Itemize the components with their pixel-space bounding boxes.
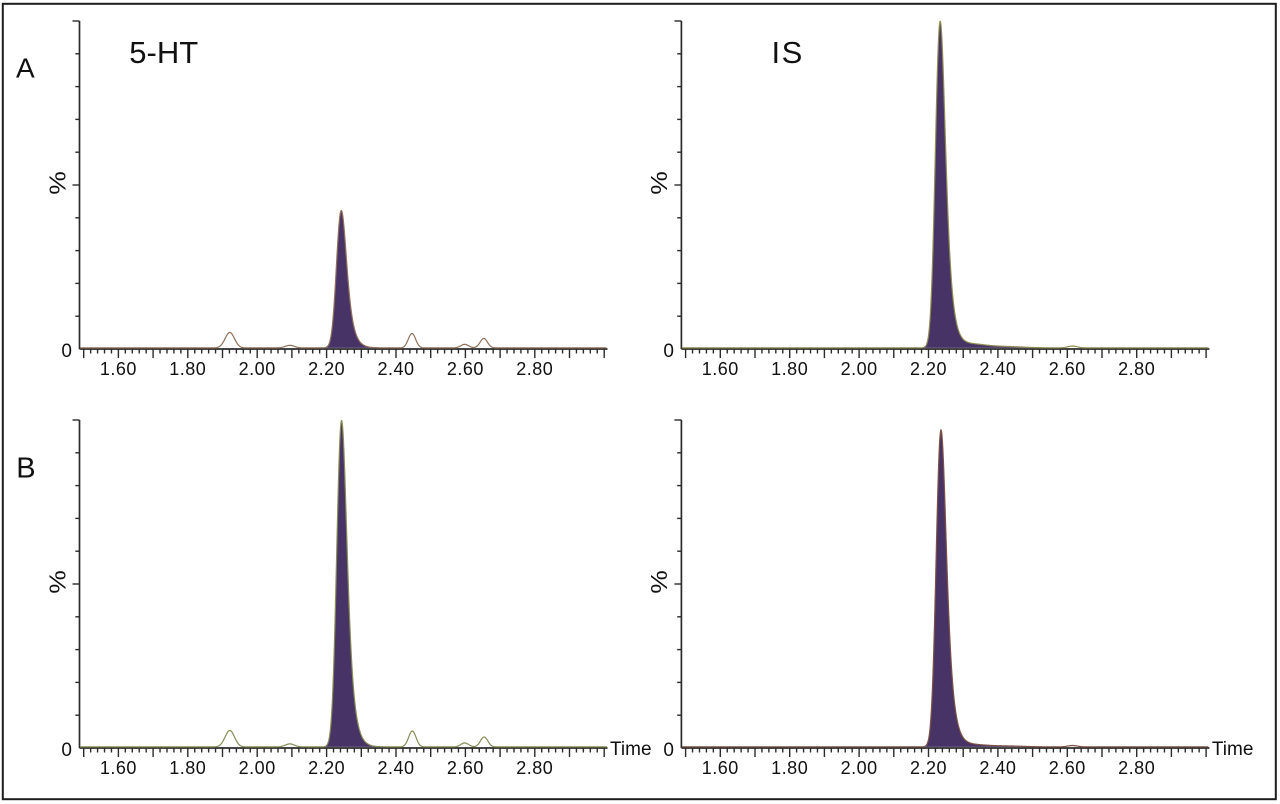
svg-text:2.40: 2.40 xyxy=(377,758,414,778)
svg-text:2.40: 2.40 xyxy=(377,359,414,379)
svg-text:Time: Time xyxy=(1212,739,1254,760)
svg-text:2.00: 2.00 xyxy=(239,359,276,379)
svg-text:0: 0 xyxy=(663,341,674,362)
svg-text:2.80: 2.80 xyxy=(1118,359,1155,379)
svg-text:5-HT: 5-HT xyxy=(129,35,198,70)
svg-text:2.40: 2.40 xyxy=(979,359,1016,379)
svg-text:2.00: 2.00 xyxy=(841,758,878,778)
svg-text:0: 0 xyxy=(61,740,72,761)
svg-text:2.40: 2.40 xyxy=(979,758,1016,778)
svg-text:2.20: 2.20 xyxy=(308,758,345,778)
svg-text:1.60: 1.60 xyxy=(702,758,739,778)
svg-text:2.80: 2.80 xyxy=(1118,758,1155,778)
svg-text:2.80: 2.80 xyxy=(516,359,553,379)
svg-text:1.60: 1.60 xyxy=(100,359,137,379)
svg-text:0: 0 xyxy=(663,740,674,761)
svg-text:1.60: 1.60 xyxy=(702,359,739,379)
svg-text:2.20: 2.20 xyxy=(308,359,345,379)
svg-text:2.60: 2.60 xyxy=(1049,758,1086,778)
svg-text:2.60: 2.60 xyxy=(1049,359,1086,379)
svg-text:%: % xyxy=(46,171,71,195)
svg-text:B: B xyxy=(16,453,35,485)
svg-text:IS: IS xyxy=(772,35,804,70)
svg-text:%: % xyxy=(648,171,673,195)
svg-text:Time: Time xyxy=(610,739,652,760)
svg-text:A: A xyxy=(16,53,35,84)
svg-text:2.00: 2.00 xyxy=(239,758,276,778)
svg-text:2.20: 2.20 xyxy=(910,359,947,379)
svg-text:%: % xyxy=(46,570,71,594)
svg-text:2.60: 2.60 xyxy=(447,359,484,379)
svg-text:1.60: 1.60 xyxy=(100,758,137,778)
svg-text:2.80: 2.80 xyxy=(516,758,553,778)
svg-text:2.00: 2.00 xyxy=(841,359,878,379)
svg-text:1.80: 1.80 xyxy=(169,758,206,778)
svg-text:2.20: 2.20 xyxy=(910,758,947,778)
svg-text:0: 0 xyxy=(61,341,72,362)
svg-text:1.80: 1.80 xyxy=(771,359,808,379)
svg-text:1.80: 1.80 xyxy=(169,359,206,379)
svg-text:2.60: 2.60 xyxy=(447,758,484,778)
svg-text:%: % xyxy=(648,570,673,594)
svg-text:1.80: 1.80 xyxy=(771,758,808,778)
